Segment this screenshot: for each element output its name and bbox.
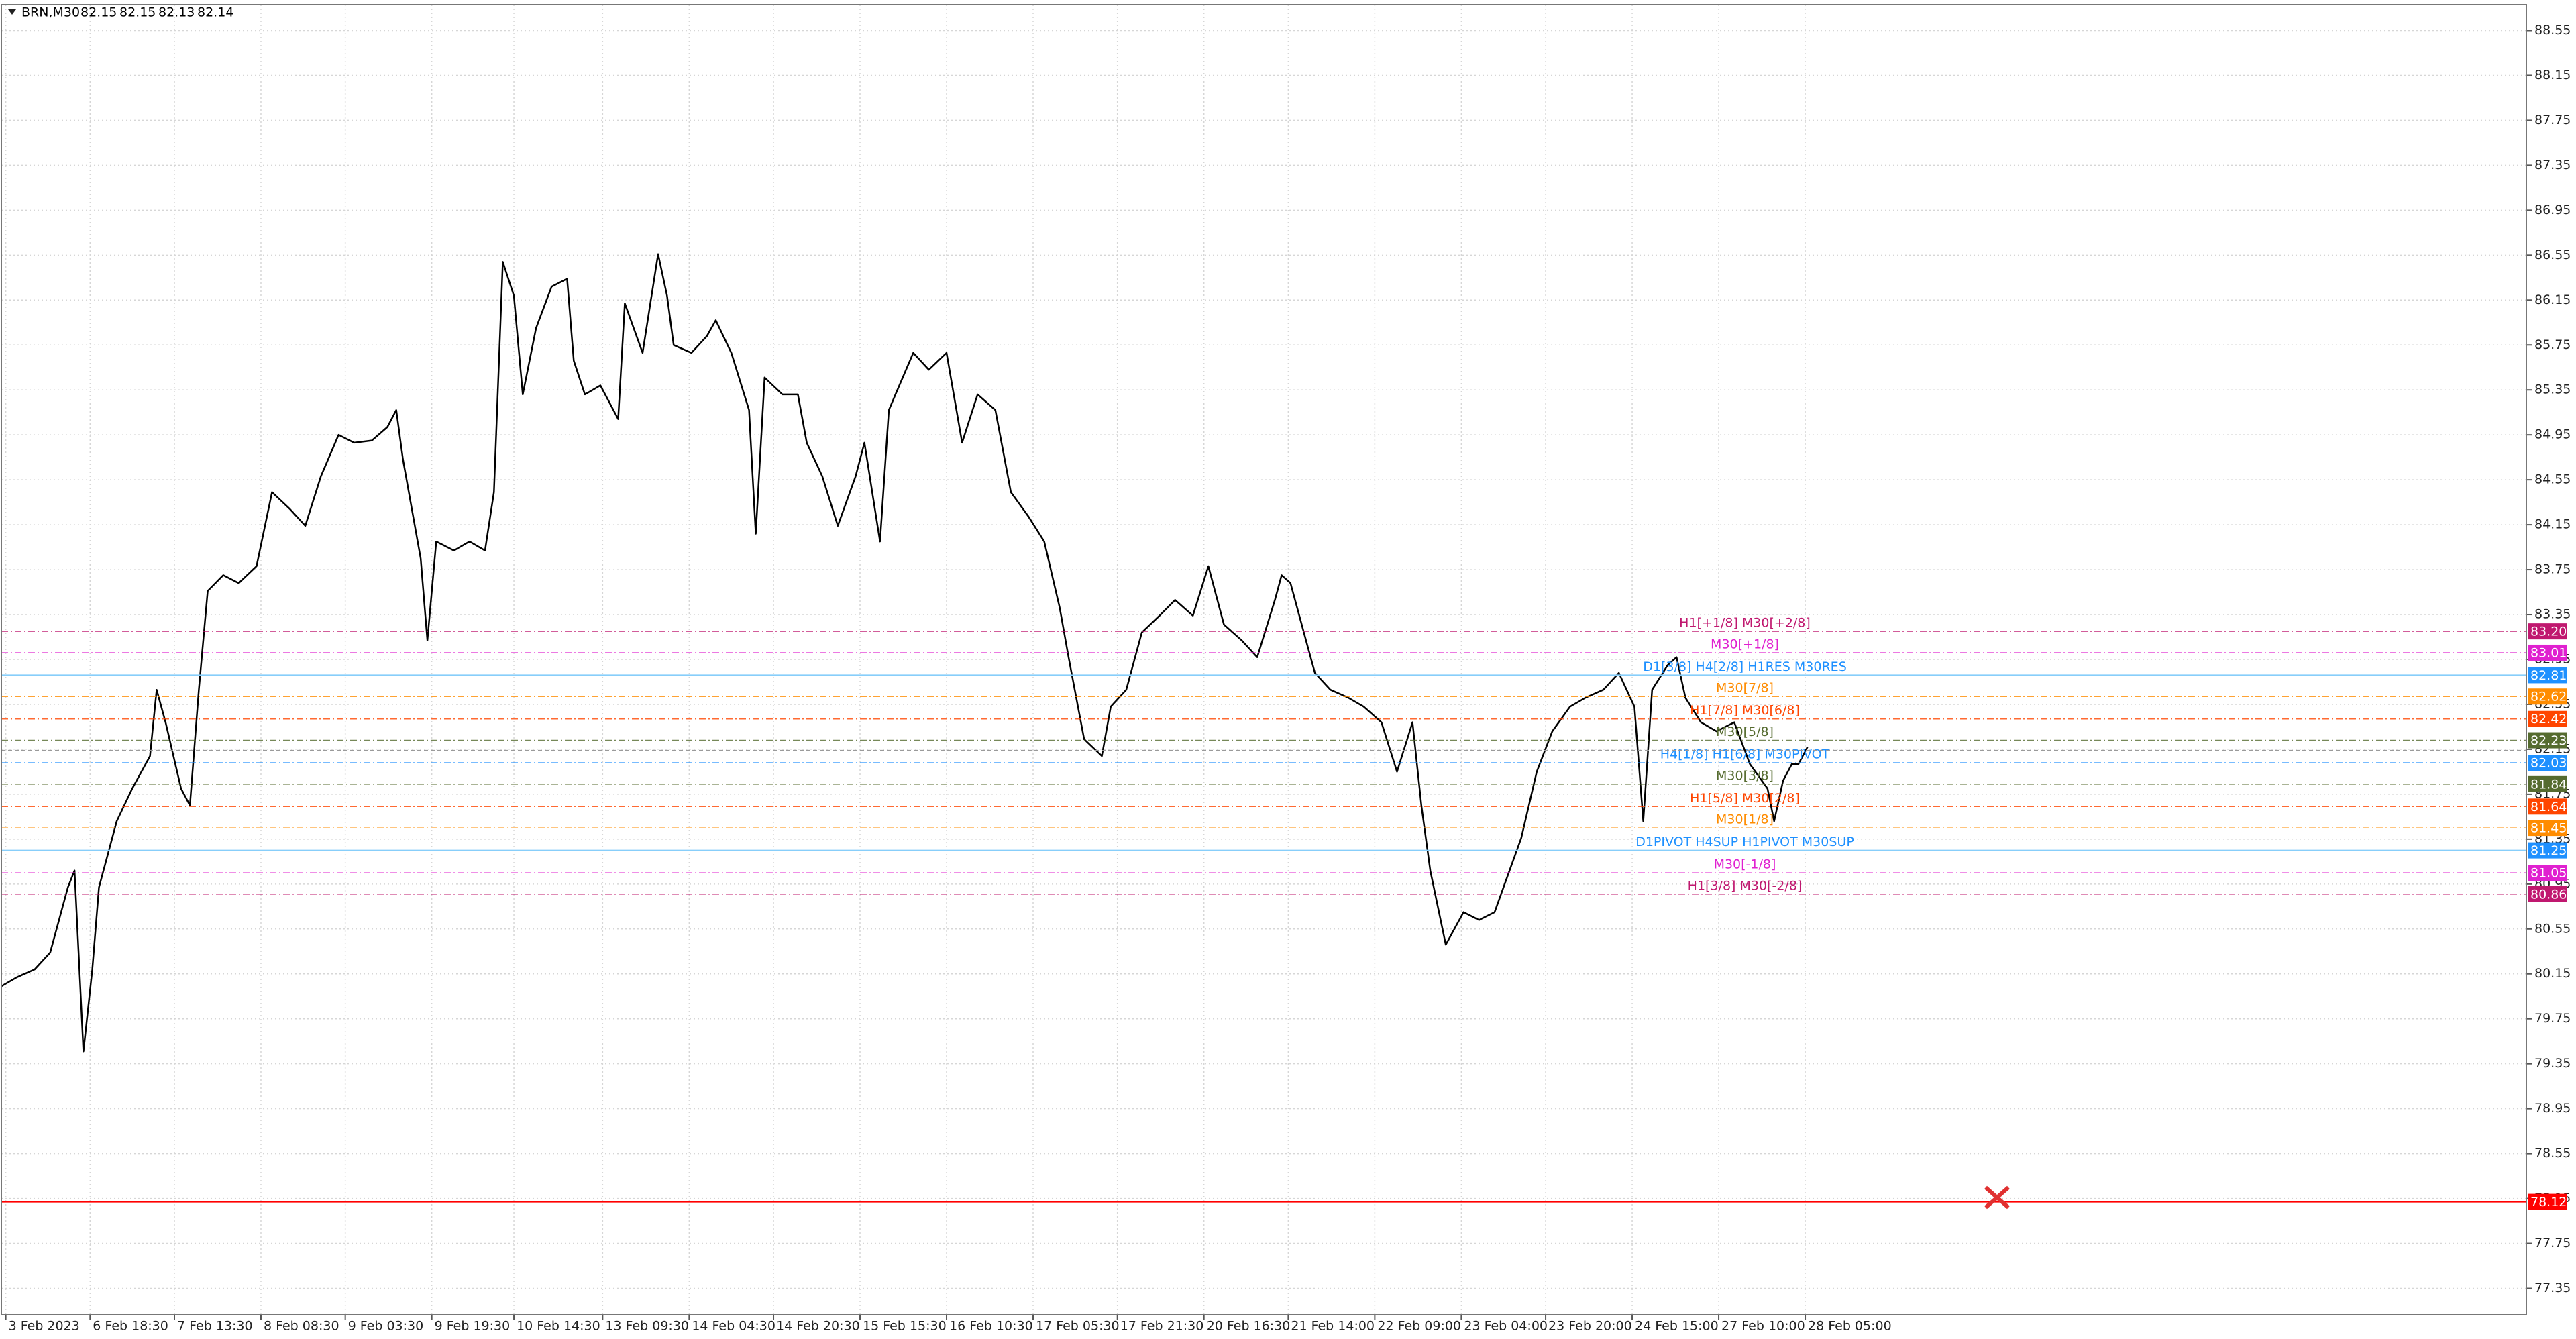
level-price-label: 81.05: [2530, 866, 2567, 881]
level-price-box: [2528, 755, 2567, 771]
high-value: 82.15: [119, 5, 156, 20]
y-tick-label: 83.35: [2534, 607, 2571, 622]
level-label: H1[5/8] M30[2/8]: [1690, 791, 1800, 806]
y-tick-label: 80.15: [2534, 966, 2571, 981]
x-tick-label: 17 Feb 21:30: [1120, 1319, 1204, 1334]
close-value: 82.14: [197, 5, 233, 20]
level-price-box: [2528, 732, 2567, 749]
x-tick-label: 14 Feb 04:30: [692, 1319, 775, 1334]
level-price-label: 81.64: [2530, 800, 2567, 814]
level-price-box: [2528, 667, 2567, 684]
x-tick-label: 8 Feb 08:30: [264, 1319, 339, 1334]
stop-price-label: 78.12: [2530, 1195, 2567, 1210]
y-tick-label: 88.55: [2534, 23, 2571, 38]
level-price-label: 81.84: [2530, 777, 2567, 792]
x-tick-label: 22 Feb 09:00: [1377, 1319, 1461, 1334]
level-price-label: 81.45: [2530, 821, 2567, 836]
y-tick-label: 83.75: [2534, 562, 2571, 577]
y-tick-label: 85.35: [2534, 382, 2571, 397]
x-tick-label: 16 Feb 10:30: [949, 1319, 1033, 1334]
menu-arrow[interactable]: [8, 9, 16, 15]
level-price-label: 80.86: [2530, 887, 2567, 902]
price-line: [1, 253, 1809, 1053]
x-tick-label: 27 Feb 10:00: [1721, 1319, 1805, 1334]
y-tick-label: 86.55: [2534, 248, 2571, 262]
x-tick-label: 10 Feb 14:30: [517, 1319, 600, 1334]
level-label: H1[3/8] M30[-2/8]: [1688, 878, 1803, 893]
level-price-label: 82.62: [2530, 690, 2567, 704]
level-price-box: [2528, 865, 2567, 881]
y-tick-label: 87.75: [2534, 113, 2571, 127]
chart-title: BRN,M30: [21, 5, 80, 20]
y-tick-label: 85.75: [2534, 337, 2571, 352]
open-value: 82.15: [80, 5, 117, 20]
x-tick-label: 23 Feb 20:00: [1548, 1319, 1632, 1334]
level-price-box: [2528, 798, 2567, 815]
level-price-box: [2528, 775, 2567, 792]
level-price-box: [2528, 644, 2567, 661]
x-tick-label: 23 Feb 04:00: [1464, 1319, 1548, 1334]
plot-frame: [1, 4, 2527, 1315]
level-label: D1PIVOT H4SUP H1PIVOT M30SUP: [1635, 835, 1854, 849]
x-tick-label: 7 Feb 13:30: [177, 1319, 253, 1334]
x-tick-label: 15 Feb 15:30: [863, 1319, 947, 1334]
level-label: M30[3/8]: [1716, 768, 1774, 783]
level-label: H4[1/8] H1[6/8] M30PIVOT: [1660, 747, 1830, 762]
level-price-box: [2528, 820, 2567, 837]
level-label: M30[5/8]: [1716, 725, 1774, 739]
y-tick-label: 77.75: [2534, 1236, 2571, 1250]
x-tick-label: 3 Feb 2023: [9, 1319, 80, 1334]
y-tick-label: 78.55: [2534, 1146, 2571, 1161]
x-tick-label: 21 Feb 14:00: [1291, 1319, 1375, 1334]
level-label: H1[7/8] M30[6/8]: [1690, 703, 1800, 718]
y-tick-label: 86.15: [2534, 292, 2571, 307]
level-label: M30[1/8]: [1716, 812, 1774, 827]
y-tick-label: 80.55: [2534, 921, 2571, 936]
object-marker[interactable]: [1984, 1185, 2010, 1210]
y-tick-label: 77.35: [2534, 1281, 2571, 1295]
y-tick-label: 79.35: [2534, 1056, 2571, 1071]
stop-price-box: [2528, 1193, 2567, 1210]
level-price-box: [2528, 842, 2567, 859]
level-price-label: 82.81: [2530, 668, 2567, 683]
x-tick-label: 9 Feb 19:30: [435, 1319, 511, 1334]
x-tick-label: 14 Feb 20:30: [776, 1319, 860, 1334]
x-tick-label: 28 Feb 05:00: [1808, 1319, 1892, 1334]
x-tick-label: 17 Feb 05:30: [1036, 1319, 1120, 1334]
level-label: H1[+1/8] M30[+2/8]: [1679, 616, 1811, 631]
x-tick-label: 24 Feb 15:00: [1635, 1319, 1719, 1334]
level-price-box: [2528, 688, 2567, 705]
x-tick-label: 13 Feb 09:30: [605, 1319, 689, 1334]
y-tick-label: 79.75: [2534, 1011, 2571, 1026]
x-tick-label: 20 Feb 16:30: [1207, 1319, 1291, 1334]
y-tick-label: 88.15: [2534, 68, 2571, 83]
level-price-label: 83.20: [2530, 625, 2567, 639]
level-price-label: 82.42: [2530, 712, 2567, 727]
y-tick-label: 78.95: [2534, 1101, 2571, 1116]
level-price-box: [2528, 710, 2567, 727]
x-tick-label: 6 Feb 18:30: [93, 1319, 168, 1334]
low-value: 82.13: [158, 5, 195, 20]
x-tick-label: 9 Feb 03:30: [348, 1319, 424, 1334]
level-label: D1[3/8] H4[2/8] H1RES M30RES: [1643, 659, 1847, 674]
y-tick-label: 84.55: [2534, 472, 2571, 487]
y-tick-label: 87.35: [2534, 158, 2571, 172]
level-price-label: 82.23: [2530, 733, 2567, 748]
level-price-label: 83.01: [2530, 645, 2567, 660]
level-label: M30[+1/8]: [1711, 637, 1779, 651]
level-label: M30[-1/8]: [1714, 857, 1776, 872]
level-price-box: [2528, 886, 2567, 902]
level-label: M30[7/8]: [1716, 681, 1774, 696]
y-tick-label: 84.95: [2534, 427, 2571, 442]
level-price-box: [2528, 623, 2567, 640]
level-price-label: 82.03: [2530, 756, 2567, 771]
level-price-label: 81.25: [2530, 843, 2567, 858]
y-tick-label: 86.95: [2534, 203, 2571, 217]
y-tick-label: 84.15: [2534, 517, 2571, 532]
